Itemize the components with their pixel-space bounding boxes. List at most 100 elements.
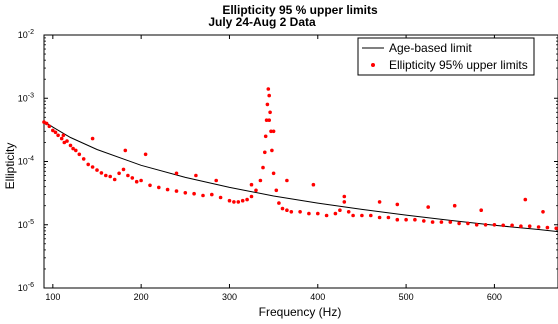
data-point <box>112 177 117 182</box>
y-axis: 10-6 10-5 10-4 10-3 10-2 <box>18 29 558 293</box>
data-point <box>192 191 196 196</box>
data-point <box>452 203 457 208</box>
data-point <box>44 121 49 126</box>
data-point <box>47 124 52 129</box>
data-point <box>448 220 453 224</box>
data-point <box>249 182 254 187</box>
data-point <box>68 143 73 148</box>
data-point <box>474 223 479 227</box>
data-point <box>71 146 75 151</box>
data-point <box>245 197 249 202</box>
data-point <box>174 189 179 193</box>
data-point <box>74 148 78 153</box>
data-point <box>541 210 545 214</box>
data-point <box>56 133 60 138</box>
data-point <box>121 167 126 172</box>
x-tick-label: 300 <box>222 292 237 302</box>
data-point <box>61 133 66 138</box>
x-tick-label: 200 <box>134 292 149 302</box>
data-point <box>270 148 274 153</box>
data-point <box>386 215 391 220</box>
data-point <box>240 198 245 203</box>
data-point <box>126 173 130 178</box>
data-point <box>351 213 355 218</box>
data-point <box>201 193 205 198</box>
data-point <box>108 174 112 179</box>
data-point <box>148 183 152 188</box>
data-point <box>369 213 373 218</box>
data-point <box>360 213 364 218</box>
legend-label-age-based-limit: Age-based limit <box>389 41 472 55</box>
data-point <box>377 215 382 220</box>
legend: Age-based limit Ellipticity 95% upper li… <box>357 37 535 76</box>
data-point <box>519 224 523 228</box>
data-point <box>264 118 269 122</box>
data-point <box>492 223 497 227</box>
legend-label-ellipticity-upper-limits: Ellipticity 95% upper limits <box>389 58 528 72</box>
x-tick-label: 500 <box>399 292 414 302</box>
data-point <box>174 171 179 176</box>
data-point <box>218 195 223 200</box>
data-point <box>466 221 470 226</box>
data-point <box>338 208 342 212</box>
legend-box <box>357 37 535 76</box>
data-point <box>271 129 276 134</box>
data-point <box>298 210 302 214</box>
data-point <box>483 223 488 227</box>
data-point <box>157 185 161 190</box>
data-point <box>258 178 263 183</box>
data-point <box>254 188 258 193</box>
data-point <box>267 93 272 98</box>
data-point <box>81 157 86 161</box>
data-point <box>479 208 484 212</box>
x-tick-label: 400 <box>310 292 325 302</box>
data-point <box>194 173 198 178</box>
data-point <box>289 210 294 214</box>
data-point <box>99 171 104 175</box>
data-point <box>214 178 218 183</box>
y-tick-label: 10-3 <box>18 92 34 103</box>
data-point <box>51 128 55 133</box>
x-axis-label: Frequency (Hz) <box>259 305 342 319</box>
data-point <box>134 179 139 184</box>
data-point <box>280 206 285 211</box>
data-point <box>183 191 188 195</box>
data-point <box>210 192 214 197</box>
y-tick-label: 10-6 <box>18 282 34 293</box>
data-point <box>307 211 311 216</box>
data-point <box>249 194 254 199</box>
data-point <box>165 187 170 192</box>
data-point <box>130 176 135 180</box>
y-tick-label: 10-4 <box>18 156 34 167</box>
data-point <box>395 217 400 222</box>
data-point <box>395 202 400 207</box>
x-tick-label: 100 <box>45 292 60 302</box>
data-point <box>95 168 99 172</box>
data-point <box>77 152 82 157</box>
data-point <box>422 219 426 223</box>
data-point <box>90 165 95 169</box>
x-axis: 100 200 300 400 500 600 <box>45 35 502 302</box>
data-point <box>501 223 506 228</box>
data-point <box>457 221 461 226</box>
data-point <box>139 178 143 183</box>
chart-title-line-1: Ellipticity 95 % upper limits <box>222 3 378 17</box>
data-point <box>143 152 148 157</box>
data-point <box>62 140 67 145</box>
data-point <box>267 118 272 122</box>
data-point <box>104 173 108 178</box>
data-point <box>430 220 435 224</box>
ellipticity-upper-limit-series <box>42 87 558 231</box>
data-point <box>90 136 95 141</box>
data-point <box>536 225 541 229</box>
data-point <box>346 210 351 214</box>
data-point <box>439 220 444 224</box>
data-point <box>426 205 431 209</box>
data-point <box>59 136 64 141</box>
data-point <box>316 211 320 216</box>
data-point <box>65 139 69 143</box>
data-point <box>342 200 347 204</box>
data-point <box>268 110 272 115</box>
data-point <box>227 198 232 203</box>
